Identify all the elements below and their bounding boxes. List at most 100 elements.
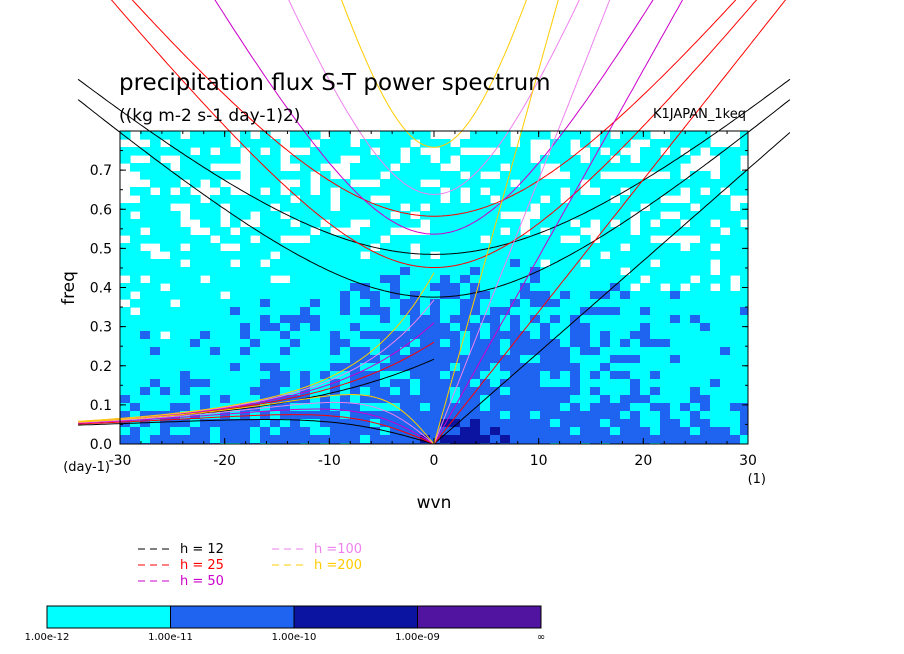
heatmap-cell xyxy=(380,299,391,308)
heatmap-cell xyxy=(300,371,311,380)
heatmap-cell xyxy=(360,347,371,356)
heatmap-cell xyxy=(600,211,611,220)
heatmap-cell xyxy=(500,435,511,444)
heatmap-cell xyxy=(690,323,701,332)
heatmap-cell xyxy=(200,355,211,364)
heatmap-cell xyxy=(290,419,301,428)
heatmap-cell xyxy=(120,315,131,324)
heatmap-cell xyxy=(160,131,171,140)
heatmap-cell xyxy=(480,251,491,260)
heatmap-cell xyxy=(470,195,481,204)
heatmap-cell xyxy=(330,435,341,444)
heatmap-cell xyxy=(220,411,231,420)
heatmap-cell xyxy=(350,299,361,308)
heatmap-cell xyxy=(550,395,561,404)
heatmap-cell xyxy=(620,275,631,284)
heatmap-cell xyxy=(160,267,171,276)
heatmap-cell xyxy=(500,203,511,212)
heatmap-cell xyxy=(490,275,501,284)
heatmap-cell xyxy=(550,139,561,148)
heatmap-cell xyxy=(620,291,631,300)
heatmap-cell xyxy=(700,347,711,356)
heatmap-cell xyxy=(730,267,741,276)
heatmap-cell xyxy=(240,379,251,388)
heatmap-cell xyxy=(320,435,331,444)
heatmap-cell xyxy=(150,283,161,292)
heatmap-cell xyxy=(490,419,501,428)
heatmap-cell xyxy=(310,363,321,372)
heatmap-cell xyxy=(600,283,611,292)
heatmap-cell xyxy=(390,187,401,196)
heatmap-cell xyxy=(370,155,381,164)
heatmap-cell xyxy=(700,419,711,428)
heatmap-cell xyxy=(450,243,461,252)
heatmap-cell xyxy=(120,323,131,332)
heatmap-cell xyxy=(350,387,361,396)
heatmap-cell xyxy=(290,395,301,404)
heatmap-cell xyxy=(660,307,671,316)
heatmap-cell xyxy=(200,251,211,260)
heatmap-cell xyxy=(300,355,311,364)
curve-h-200-kelvin xyxy=(433,0,559,445)
heatmap-cell xyxy=(350,267,361,276)
heatmap-cell xyxy=(250,315,261,324)
heatmap-cell xyxy=(350,395,361,404)
heatmap-cell xyxy=(340,435,351,444)
heatmap-cell xyxy=(720,331,731,340)
heatmap-cell xyxy=(580,131,591,140)
heatmap-cell xyxy=(120,347,131,356)
heatmap-cell xyxy=(730,419,741,428)
heatmap-cell xyxy=(580,195,591,204)
heatmap-cell xyxy=(210,131,221,140)
heatmap-cell xyxy=(640,387,651,396)
heatmap-cell xyxy=(230,435,241,444)
heatmap-cell xyxy=(740,179,748,188)
heatmap-cell xyxy=(710,203,721,212)
heatmap-cell xyxy=(470,251,481,260)
heatmap-cell xyxy=(670,339,681,348)
heatmap-cell xyxy=(710,235,721,244)
heatmap-cell xyxy=(440,203,451,212)
heatmap-cell xyxy=(160,195,171,204)
heatmap-cell xyxy=(320,227,331,236)
heatmap-cell xyxy=(550,307,561,316)
heatmap-cell xyxy=(410,131,421,140)
heatmap-cell xyxy=(470,283,481,292)
heatmap-cell xyxy=(290,299,301,308)
heatmap-cell xyxy=(140,411,151,420)
heatmap-cell xyxy=(260,203,271,212)
heatmap-cell xyxy=(520,339,531,348)
heatmap-cell xyxy=(140,163,151,172)
heatmap-cell xyxy=(380,315,391,324)
heatmap-cell xyxy=(150,315,161,324)
heatmap-cell xyxy=(120,331,131,340)
heatmap-cell xyxy=(720,427,731,436)
heatmap-cell xyxy=(370,315,381,324)
heatmap-cell xyxy=(130,347,141,356)
heatmap-cell xyxy=(260,379,271,388)
heatmap-cell xyxy=(610,411,621,420)
heatmap-cell xyxy=(530,179,541,188)
heatmap-cell xyxy=(580,139,591,148)
heatmap-cell xyxy=(290,307,301,316)
heatmap-cell xyxy=(560,323,571,332)
heatmap-cell xyxy=(220,355,231,364)
heatmap-cell xyxy=(720,307,731,316)
heatmap-cell xyxy=(730,427,741,436)
heatmap-cell xyxy=(160,307,171,316)
heatmap-cell xyxy=(450,411,461,420)
heatmap-cell xyxy=(660,347,671,356)
heatmap-cell xyxy=(690,171,701,180)
heatmap-cell xyxy=(550,299,561,308)
heatmap-cell xyxy=(710,187,721,196)
heatmap-cell xyxy=(430,331,441,340)
heatmap-cell xyxy=(430,195,441,204)
heatmap-cell xyxy=(190,195,201,204)
heatmap-cell xyxy=(400,179,411,188)
heatmap-cell xyxy=(390,179,401,188)
heatmap-cell xyxy=(410,395,421,404)
heatmap-cell xyxy=(600,259,611,268)
heatmap-cell xyxy=(420,171,431,180)
heatmap-cell xyxy=(170,243,181,252)
heatmap-cell xyxy=(520,259,531,268)
